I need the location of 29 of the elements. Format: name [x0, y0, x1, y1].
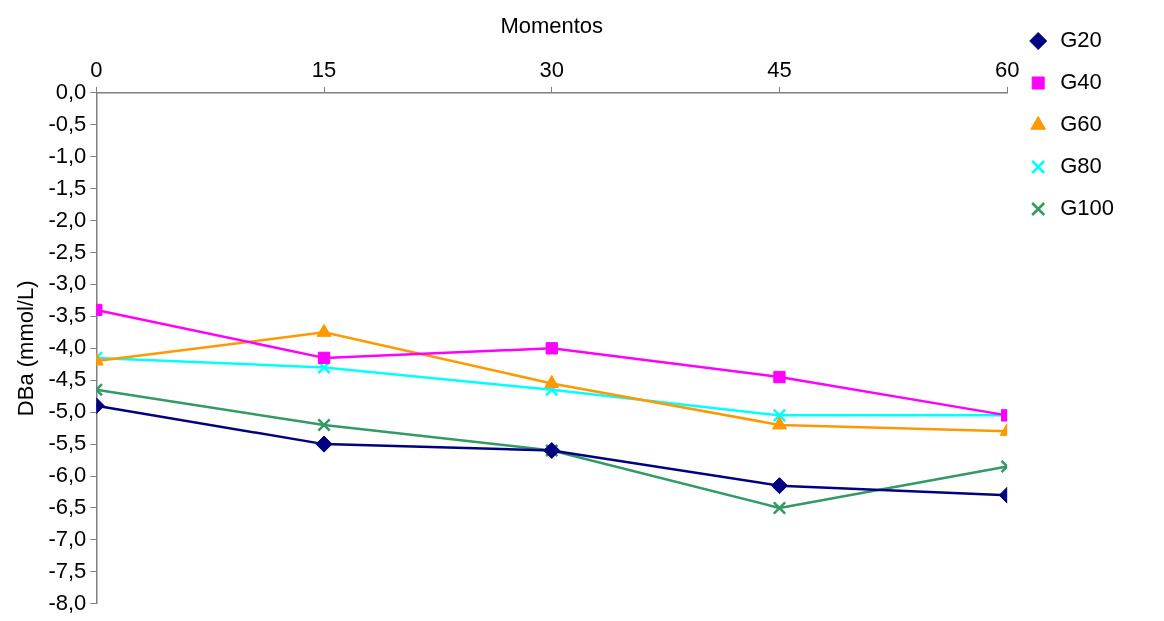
x-axis-title: Momentos	[500, 13, 604, 39]
legend-label: G20	[1060, 27, 1102, 53]
y-tick-label: -6,0	[48, 462, 87, 488]
y-tick-label: -3,0	[48, 270, 87, 296]
y-tick-label: -4,5	[48, 366, 87, 392]
y-tick-label: -7,0	[48, 525, 87, 551]
y-tick-label: -5,0	[48, 398, 87, 424]
legend-label: G100	[1060, 195, 1115, 221]
x-tick-label: 60	[994, 56, 1020, 82]
x-tick-label: 15	[311, 56, 337, 82]
y-tick-label: -1,0	[48, 142, 87, 168]
y-tick-label: -1,5	[48, 174, 87, 200]
legend-label: G40	[1060, 69, 1102, 95]
y-axis-title: DBa (mmol/L)	[13, 280, 39, 417]
x-tick-label: 30	[539, 56, 564, 82]
y-tick-label: -7,5	[48, 557, 87, 583]
y-tick-label: -6,5	[48, 494, 87, 520]
y-tick-label: -5,5	[48, 430, 87, 456]
legend-label: G80	[1060, 153, 1102, 179]
y-tick-label: -4,0	[48, 334, 87, 360]
y-tick-label: -3,5	[48, 302, 87, 328]
x-tick-label: 45	[767, 56, 792, 82]
y-tick-label: 0,0	[55, 78, 87, 104]
y-tick-label: -0,5	[48, 110, 87, 136]
y-tick-label: -2,0	[48, 206, 87, 232]
y-tick-label: -8,0	[48, 589, 87, 615]
legend-label: G60	[1060, 111, 1102, 137]
x-tick-label: 0	[90, 56, 103, 82]
y-tick-label: -2,5	[48, 238, 87, 264]
